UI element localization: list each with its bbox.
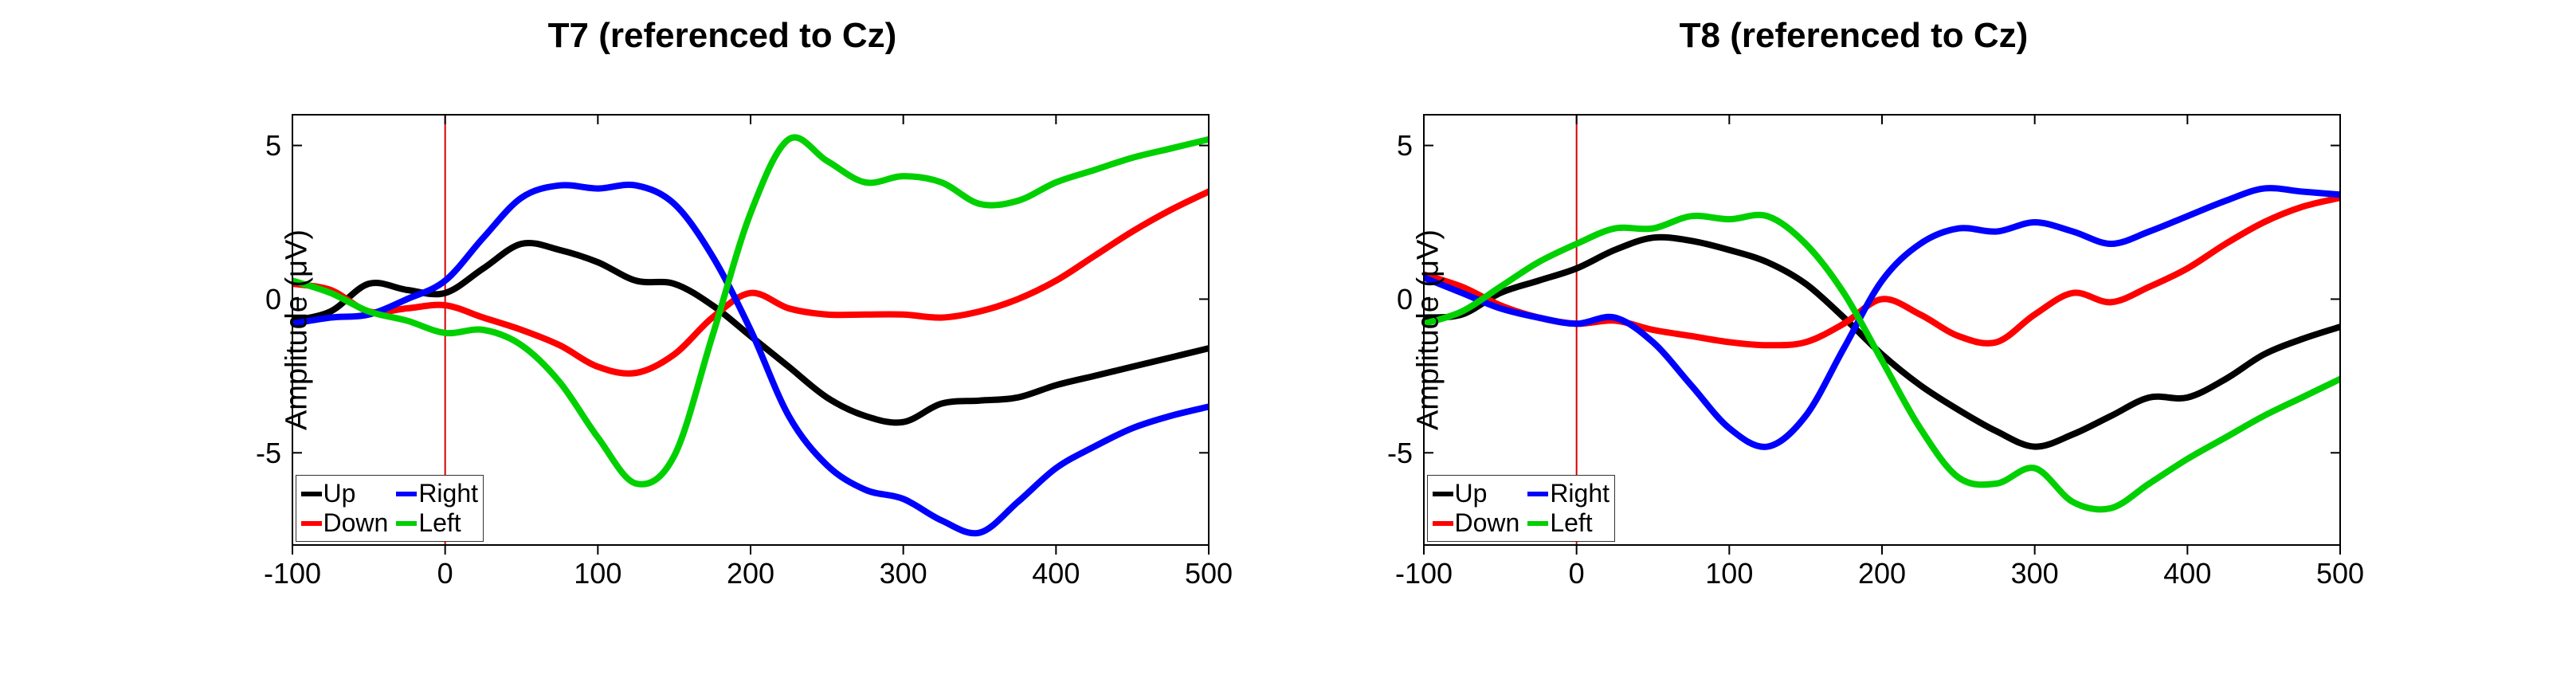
legend-item-right: Right xyxy=(1527,479,1610,508)
xtick-label: 300 xyxy=(879,557,927,590)
panel-title: T7 (referenced to Cz) xyxy=(205,16,1241,56)
ytick-label: 0 xyxy=(1396,283,1412,316)
legend-swatch xyxy=(301,521,322,526)
legend-label: Left xyxy=(418,508,461,538)
xtick-label: 100 xyxy=(1705,557,1753,590)
legend-swatch xyxy=(1527,492,1548,496)
legend-swatch xyxy=(1433,492,1453,496)
ytick-label: -5 xyxy=(255,437,280,469)
y-axis-label: Amplitude (μV) xyxy=(1411,229,1445,430)
y-axis-label: Amplitude (μV) xyxy=(280,229,314,430)
xtick-label: 0 xyxy=(437,557,453,590)
legend-swatch xyxy=(301,492,322,496)
legend-item-down: Down xyxy=(301,508,389,538)
xtick-label: 400 xyxy=(1032,557,1080,590)
panel-title: T8 (referenced to Cz) xyxy=(1336,16,2372,56)
xtick-label: 200 xyxy=(726,557,774,590)
legend-label: Up xyxy=(1455,479,1488,508)
xtick-label: 500 xyxy=(1184,557,1232,590)
xtick-label: 400 xyxy=(2163,557,2211,590)
ytick-label: 5 xyxy=(265,129,280,162)
panel-t8: T8 (referenced to Cz)-100010020030040050… xyxy=(1336,16,2372,617)
xtick-label: 100 xyxy=(574,557,621,590)
legend-swatch xyxy=(1527,521,1548,526)
xtick-label: 200 xyxy=(1857,557,1905,590)
xtick-label: -100 xyxy=(263,557,320,590)
legend-label: Up xyxy=(323,479,356,508)
legend-item-right: Right xyxy=(396,479,478,508)
legend-label: Down xyxy=(323,508,389,538)
legend-label: Left xyxy=(1550,508,1592,538)
ytick-label: 0 xyxy=(265,283,280,316)
xtick-label: 500 xyxy=(2315,557,2363,590)
legend-label: Down xyxy=(1455,508,1520,538)
legend-label: Right xyxy=(1550,479,1610,508)
xtick-label: -100 xyxy=(1394,557,1452,590)
legend-item-up: Up xyxy=(1433,479,1520,508)
legend-item-left: Left xyxy=(1527,508,1610,538)
legend-swatch xyxy=(1433,521,1453,526)
ytick-label: -5 xyxy=(1386,437,1412,469)
panel-t7: T7 (referenced to Cz)-100010020030040050… xyxy=(205,16,1241,617)
legend-item-down: Down xyxy=(1433,508,1520,538)
legend-swatch xyxy=(396,521,417,526)
legend-label: Right xyxy=(418,479,478,508)
legend-item-left: Left xyxy=(396,508,478,538)
figure-row: T7 (referenced to Cz)-100010020030040050… xyxy=(16,16,2560,617)
xtick-label: 300 xyxy=(2010,557,2058,590)
legend-swatch xyxy=(396,492,417,496)
legend-item-up: Up xyxy=(301,479,389,508)
legend: Up Right Down Left xyxy=(1427,475,1616,542)
legend: Up Right Down Left xyxy=(296,475,484,542)
ytick-label: 5 xyxy=(1396,129,1412,162)
xtick-label: 0 xyxy=(1568,557,1584,590)
